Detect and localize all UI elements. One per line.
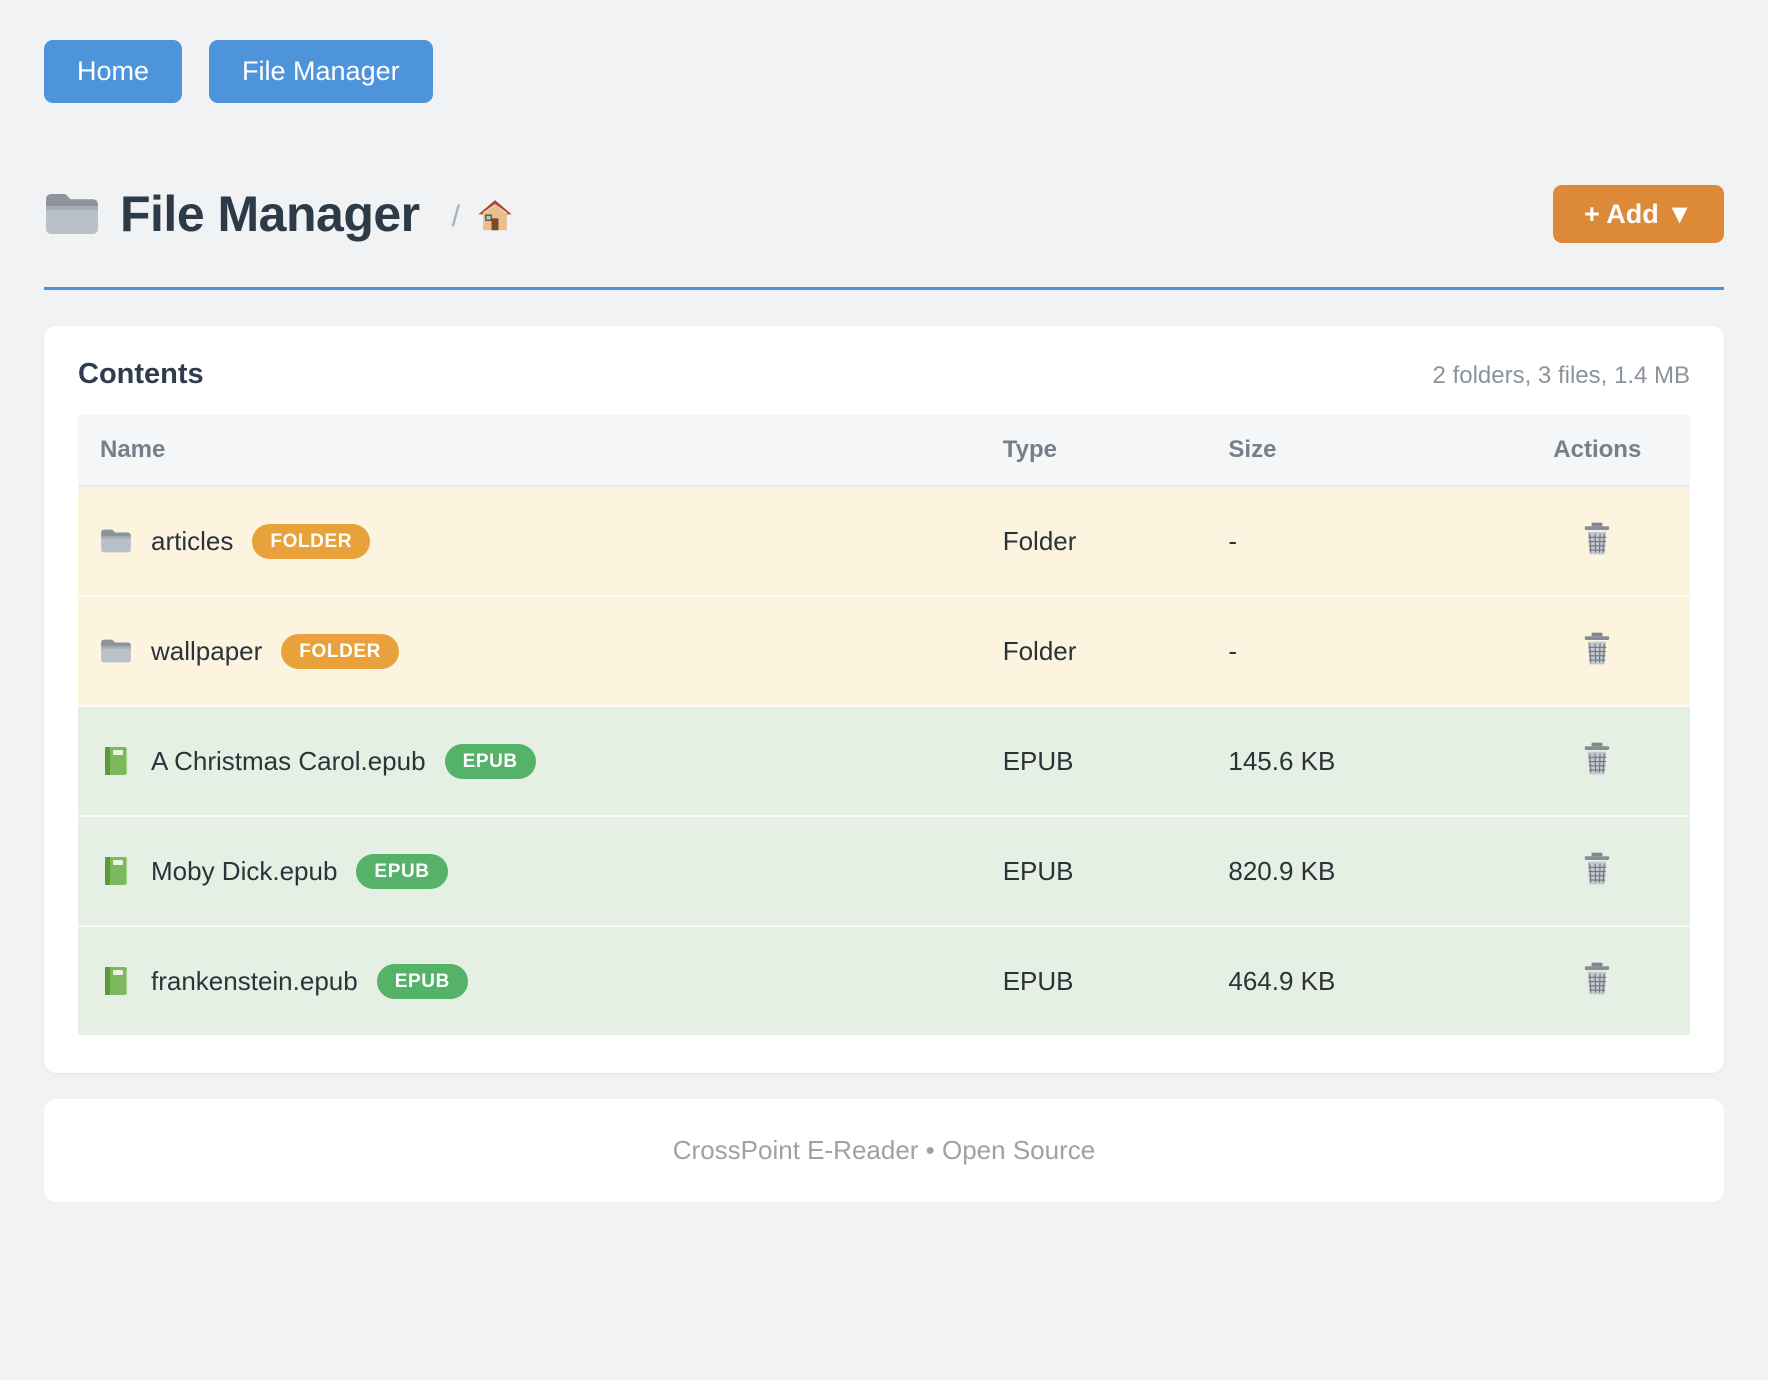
column-header-size: Size	[1206, 415, 1505, 487]
type-cell: Folder	[1002, 526, 1077, 556]
green-book-icon	[100, 966, 132, 996]
page-title: File Manager	[120, 186, 420, 242]
file-name-link[interactable]: frankenstein.epub	[151, 966, 358, 996]
type-badge: EPUB	[356, 853, 448, 889]
trash-icon	[1582, 852, 1612, 888]
folder-icon	[100, 526, 132, 556]
footer: CrossPoint E-Reader • Open Source	[44, 1099, 1724, 1202]
delete-button[interactable]	[1580, 960, 1614, 1000]
footer-text: CrossPoint E-Reader • Open Source	[672, 1135, 1096, 1165]
file-name-link[interactable]: Moby Dick.epub	[151, 856, 338, 886]
type-cell: EPUB	[980, 925, 1207, 1035]
type-cell: Folder	[980, 595, 1207, 706]
card-title: Contents	[78, 358, 204, 390]
file-name-link[interactable]: articles	[151, 526, 234, 556]
type-cell: EPUB	[980, 815, 1207, 926]
home-icon[interactable]	[476, 197, 514, 240]
type-badge: EPUB	[444, 743, 536, 779]
home-button[interactable]: Home	[44, 40, 183, 103]
folder-icon	[44, 190, 100, 238]
table-row: articles FOLDER Folder -	[78, 486, 1690, 596]
type-cell: EPUB	[980, 705, 1207, 816]
file-name-link[interactable]: A Christmas Carol.epub	[151, 746, 426, 776]
delete-button[interactable]	[1580, 850, 1614, 890]
file-table: Name Type Size Actions	[78, 415, 1690, 1035]
folder-icon	[100, 636, 132, 666]
trash-icon	[1582, 742, 1612, 778]
column-header-type: Type	[980, 415, 1207, 487]
trash-icon	[1582, 962, 1612, 998]
table-row: wallpaper FOLDER Folder -	[78, 595, 1690, 706]
size-cell: -	[1228, 526, 1238, 556]
column-header-name: Name	[78, 415, 981, 487]
table-row: Moby Dick.epub EPUB EPUB 820.9 KB	[78, 815, 1690, 926]
delete-button[interactable]	[1580, 740, 1614, 780]
top-nav: Home File Manager	[44, 40, 1724, 103]
file-manager-button[interactable]: File Manager	[209, 40, 433, 103]
file-name-link[interactable]: wallpaper	[151, 636, 263, 666]
title-row: File Manager / + Add ▼	[44, 173, 1724, 255]
page: Home File Manager File Manager / + Add ▼	[44, 40, 1724, 1202]
contents-summary: 2 folders, 3 files, 1.4 MB	[1432, 362, 1690, 389]
delete-button[interactable]	[1580, 630, 1614, 670]
table-row: frankenstein.epub EPUB EPUB 464.9 KB	[78, 925, 1690, 1035]
title-underline	[44, 287, 1724, 290]
size-cell: 820.9 KB	[1206, 815, 1505, 926]
size-cell: -	[1206, 595, 1505, 706]
add-button[interactable]: + Add ▼	[1553, 185, 1724, 243]
green-book-icon	[100, 746, 132, 776]
table-header-row: Name Type Size Actions	[78, 415, 1690, 487]
green-book-icon	[100, 856, 132, 886]
delete-button[interactable]	[1580, 520, 1614, 560]
contents-card: Contents 2 folders, 3 files, 1.4 MB Name…	[44, 326, 1724, 1073]
type-badge: EPUB	[376, 963, 468, 999]
breadcrumb-separator: /	[451, 200, 460, 233]
column-header-actions: Actions	[1504, 415, 1690, 487]
contents-card-header: Contents 2 folders, 3 files, 1.4 MB	[78, 358, 1690, 391]
trash-icon	[1582, 522, 1612, 558]
trash-icon	[1582, 632, 1612, 668]
type-badge: FOLDER	[281, 633, 400, 669]
size-cell: 145.6 KB	[1206, 705, 1505, 816]
table-row: A Christmas Carol.epub EPUB EPUB 145.6 K…	[78, 705, 1690, 816]
size-cell: 464.9 KB	[1206, 925, 1505, 1035]
type-badge: FOLDER	[252, 523, 371, 559]
